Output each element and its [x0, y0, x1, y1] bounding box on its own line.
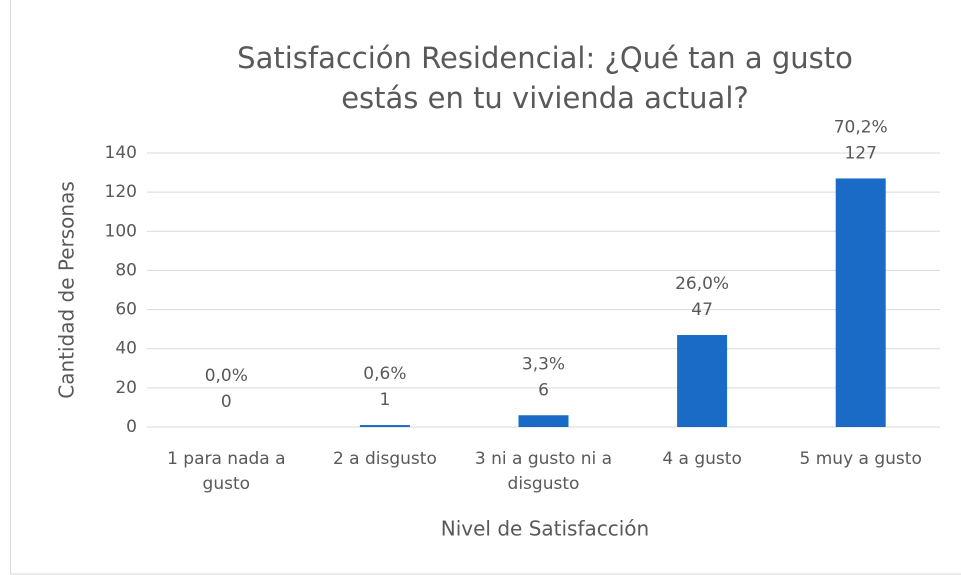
y-tick-label: 0 [126, 417, 137, 437]
y-tick-label: 120 [105, 182, 137, 202]
y-axis-title: Cantidad de Personas [55, 181, 79, 399]
percent-label: 0,0% [205, 366, 248, 386]
bar [835, 178, 886, 427]
x-axis-title: Nivel de Satisfacción [441, 517, 649, 541]
y-tick-label: 100 [105, 221, 137, 241]
y-tick-label: 60 [115, 300, 137, 320]
x-tick-label: 1 para nada a gusto [167, 449, 286, 494]
percent-label: 3,3% [522, 354, 565, 374]
y-tick-label: 40 [115, 339, 137, 359]
chart-border [10, 0, 961, 575]
value-label: 6 [538, 380, 549, 400]
y-tick-label: 80 [115, 260, 137, 280]
value-label: 1 [379, 390, 390, 410]
x-tick-label: 3 ni a gusto ni a disgusto [474, 449, 613, 494]
bar [677, 335, 728, 427]
value-label: 127 [844, 143, 876, 163]
x-tick-label: 4 a gusto [662, 449, 742, 469]
x-tick-label: 2 a disgusto [332, 449, 437, 469]
x-tick-label: 5 muy a gusto [799, 449, 922, 469]
percent-label: 26,0% [675, 274, 729, 294]
bar [359, 425, 410, 427]
value-label: 47 [691, 300, 713, 320]
value-label: 0 [221, 392, 232, 412]
bar [518, 415, 569, 427]
percent-label: 0,6% [363, 364, 406, 384]
y-tick-label: 20 [115, 378, 137, 398]
percent-label: 70,2% [834, 117, 888, 137]
chart-title: Satisfacción Residencial: ¿Qué tan a gus… [237, 41, 853, 115]
y-tick-label: 140 [105, 143, 137, 163]
